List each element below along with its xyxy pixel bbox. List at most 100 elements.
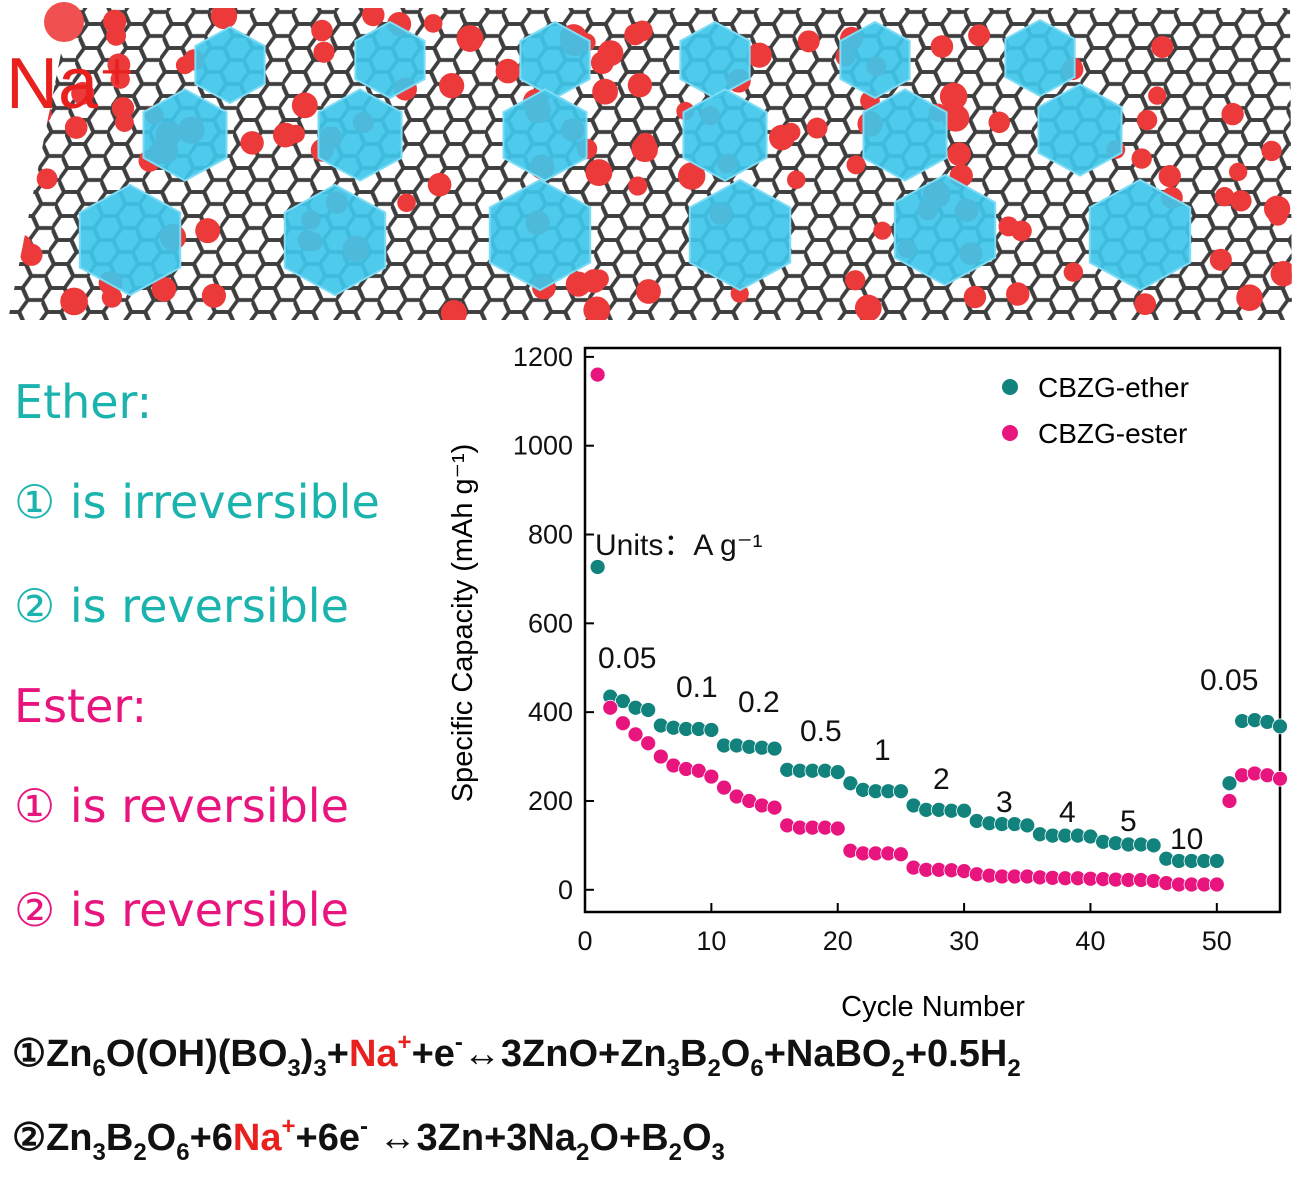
equation-part: O xyxy=(721,1033,751,1075)
equation-part: ①Zn xyxy=(12,1033,93,1075)
equation-part: 2 xyxy=(669,1139,682,1166)
oxygen-atom xyxy=(873,221,892,240)
oxygen-atom xyxy=(210,8,238,30)
data-point xyxy=(716,779,732,796)
oxygen-atom xyxy=(942,104,970,132)
data-point xyxy=(615,715,631,732)
oxygen-atom xyxy=(787,170,806,190)
annotation: 5 xyxy=(1120,805,1137,838)
oxygen-atom xyxy=(8,152,22,175)
x-tick-label: 10 xyxy=(696,926,726,956)
ester-note: ② is reversible xyxy=(14,883,349,937)
oxygen-atom xyxy=(1214,186,1235,207)
zinc-borate-polyhedron xyxy=(1088,178,1192,292)
oxygen-atom xyxy=(930,35,954,58)
equation-part: ) xyxy=(301,1033,314,1075)
oxygen-atom xyxy=(440,300,468,320)
oxygen-atom xyxy=(36,168,58,190)
equation-part: + xyxy=(398,1029,412,1056)
oxygen-atom xyxy=(114,113,134,132)
zinc-borate-polyhedron xyxy=(1037,83,1123,177)
equation-part: 3 xyxy=(667,1055,680,1082)
oxygen-atom xyxy=(362,8,385,27)
y-tick-label: 800 xyxy=(528,520,573,550)
y-tick-label: 1000 xyxy=(513,431,573,461)
equation-part: - xyxy=(455,1029,463,1056)
data-point xyxy=(652,748,669,765)
zinc-borate-polyhedron xyxy=(317,88,403,182)
oxygen-atom xyxy=(151,276,177,302)
oxygen-atom xyxy=(1261,140,1282,162)
oxygen-atom xyxy=(313,41,335,63)
oxygen-atom xyxy=(60,287,88,316)
zinc-borate-polyhedron xyxy=(283,183,387,297)
y-tick-label: 0 xyxy=(558,875,573,905)
data-point xyxy=(829,764,846,781)
oxygen-atom xyxy=(583,296,611,320)
oxygen-atom xyxy=(730,284,749,303)
oxygen-atom xyxy=(1209,248,1232,271)
oxygen-atom xyxy=(1230,190,1252,212)
oxygen-atom xyxy=(1063,262,1084,282)
legend-marker xyxy=(1002,379,1018,395)
ester-title: Ester: xyxy=(14,679,147,733)
oxygen-atom xyxy=(998,216,1019,237)
equation-part: +6 xyxy=(190,1117,233,1159)
oxygen-atom xyxy=(423,14,443,33)
oxygen-atom xyxy=(201,283,227,308)
oxygen-atom xyxy=(397,193,416,213)
equation-part: B xyxy=(106,1117,133,1159)
oxygen-atom xyxy=(111,96,135,120)
data-point xyxy=(640,735,657,752)
ether-note: ② is reversible xyxy=(14,579,349,633)
annotation: 1 xyxy=(874,734,891,767)
oxygen-atom xyxy=(20,243,43,266)
oxygen-atom xyxy=(624,23,646,46)
equation-part: O xyxy=(682,1117,712,1159)
annotation: 0.2 xyxy=(738,686,780,719)
zinc-borate-polyhedron xyxy=(502,88,588,182)
oxygen-atom xyxy=(1006,282,1030,306)
oxygen-atom xyxy=(797,30,820,53)
oxygen-atom xyxy=(291,92,318,119)
equation-part: Na xyxy=(349,1033,398,1075)
oxygen-atom xyxy=(634,138,658,162)
oxygen-atom xyxy=(627,72,653,98)
equation-part: - xyxy=(360,1113,368,1140)
data-point xyxy=(1145,837,1162,854)
ion-label: Na⁺ xyxy=(6,44,136,124)
oxygen-atom xyxy=(589,269,609,289)
oxygen-atom xyxy=(438,73,465,99)
equation-part: O+B xyxy=(589,1117,668,1159)
x-tick-label: 50 xyxy=(1202,926,1232,956)
illustration xyxy=(8,8,1292,320)
oxygen-atom xyxy=(1134,293,1157,316)
oxygen-atom xyxy=(1131,148,1152,169)
oxygen-atom xyxy=(746,42,772,68)
oxygen-atom xyxy=(1236,284,1263,311)
equation-part: 2 xyxy=(133,1139,146,1166)
equation-part: ②Zn xyxy=(12,1117,93,1159)
x-tick-label: 40 xyxy=(1075,926,1105,956)
data-point xyxy=(589,559,606,575)
oxygen-atom xyxy=(1136,109,1158,131)
equation-part: 3 xyxy=(313,1055,326,1082)
equation-part: 6 xyxy=(750,1055,763,1082)
equation-part: B xyxy=(680,1033,707,1075)
equation-part: + xyxy=(327,1033,349,1075)
equation-part: +6e xyxy=(296,1117,360,1159)
annotation: 4 xyxy=(1059,796,1076,829)
zinc-borate-polyhedron xyxy=(194,25,266,105)
data-point xyxy=(766,799,783,816)
zinc-borate-polyhedron xyxy=(862,88,948,182)
oxygen-atom xyxy=(854,294,882,320)
oxygen-atom xyxy=(427,172,452,197)
annotation: 2 xyxy=(933,763,950,796)
ester-note: ① is reversible xyxy=(14,779,349,833)
equation-part: 3 xyxy=(93,1139,106,1166)
equation-part: +e xyxy=(412,1033,455,1075)
zinc-borate-polyhedron xyxy=(893,173,997,287)
oxygen-atom xyxy=(64,116,88,139)
data-point xyxy=(893,783,909,800)
